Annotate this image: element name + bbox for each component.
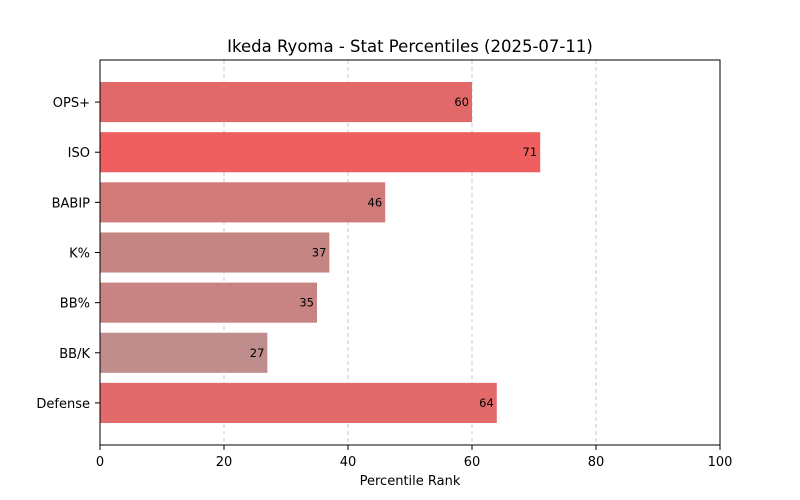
bar [100,382,497,423]
x-tick-label: 60 [464,455,481,470]
x-tick-label: 0 [96,455,104,470]
bar [100,282,317,323]
y-tick-label: BB% [60,297,90,312]
y-tick-label: ISO [68,146,90,161]
bar-value-label: 46 [368,195,383,209]
bar-value-label: 35 [299,296,314,310]
y-tick-label: K% [69,247,90,262]
bars: 60 71 46 37 35 27 64 [100,82,541,423]
x-tick-label: 80 [588,455,605,470]
x-tick-label: 20 [216,455,233,470]
bar-value-label: 27 [250,346,265,360]
bar [100,182,386,223]
y-tick-label: Defense [36,397,90,412]
bar [100,82,472,123]
bar [100,332,268,373]
chart-title: Ikeda Ryoma - Stat Percentiles (2025-07-… [227,37,593,56]
x-tick-label: 100 [708,455,733,470]
bar-value-label: 60 [454,95,469,109]
y-tick-label: OPS+ [53,96,90,111]
y-tick-label: BABIP [52,196,91,211]
bar [100,132,541,173]
x-axis-label: Percentile Rank [360,474,461,489]
bar-value-label: 71 [523,145,538,159]
y-tick-label: BB/K [59,347,90,362]
bar-value-label: 64 [479,396,494,410]
axis-ticks: 0 20 40 60 80 100 OPS+ ISO BABIP K% BB% BB/K Defense [36,96,732,470]
bar-value-label: 37 [312,246,327,260]
x-tick-label: 40 [340,455,357,470]
bar [100,232,330,273]
